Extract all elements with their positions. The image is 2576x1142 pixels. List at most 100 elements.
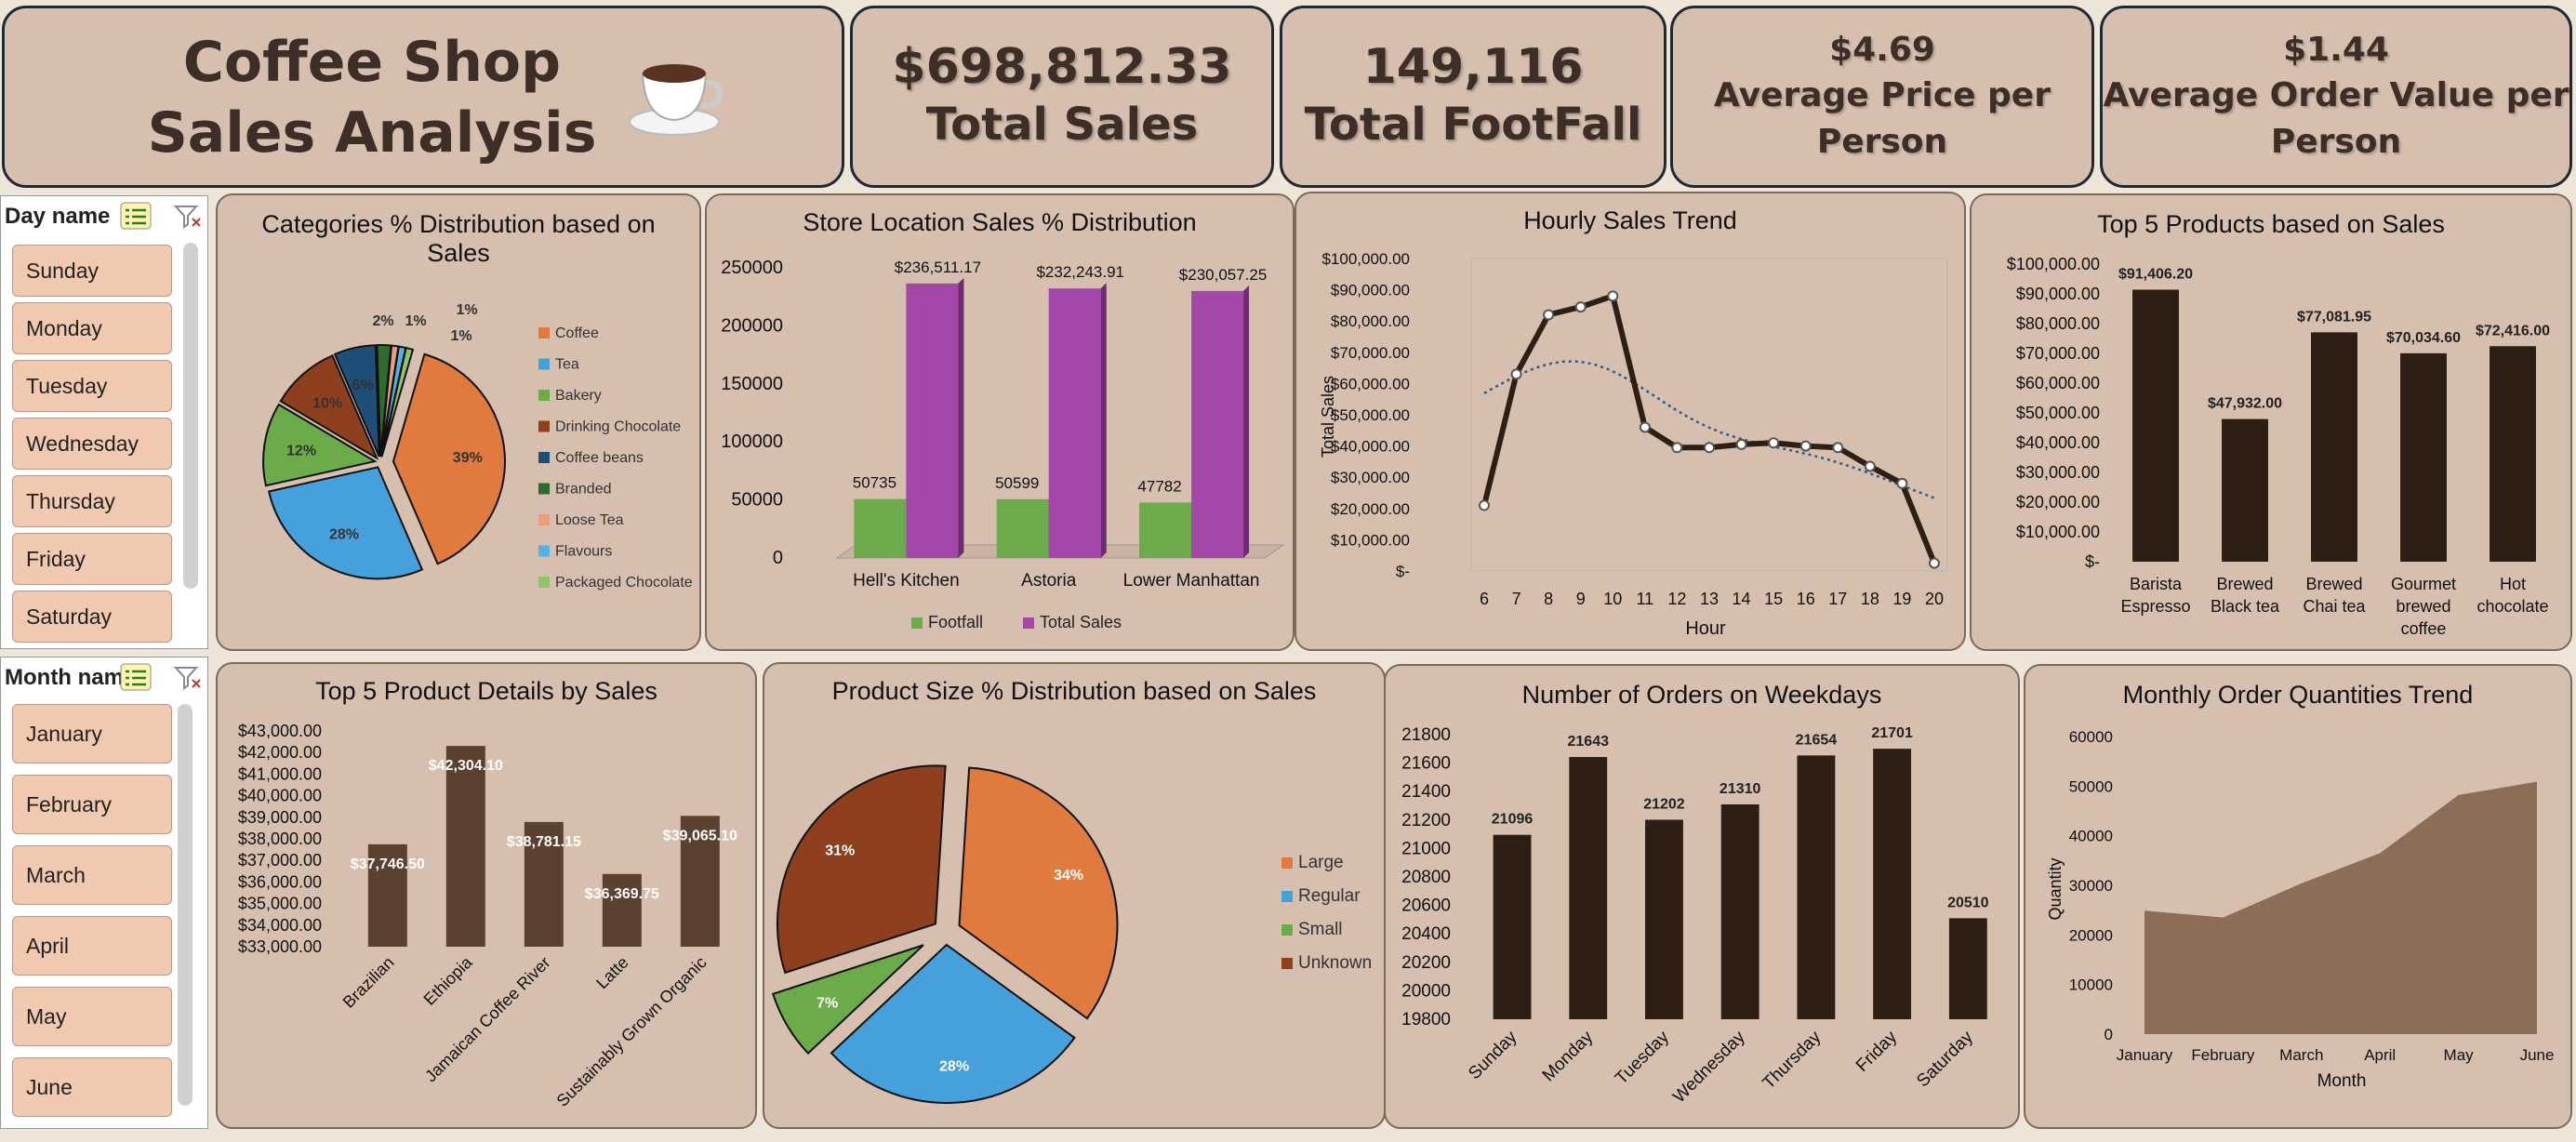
slicer-item-may[interactable]: May xyxy=(12,987,172,1046)
top5details-y-tick-6: $39,000.00 xyxy=(238,808,322,827)
store-bar-side-1-1 xyxy=(1100,283,1107,558)
categories-legend-label-3: Drinking Chocolate xyxy=(555,419,681,435)
top5products-y-tick-0: $- xyxy=(2085,552,2100,571)
slicer-item-march[interactable]: March xyxy=(12,845,172,905)
weekday-y-tick-4: 20600 xyxy=(1401,896,1451,916)
top5products-x-tick-0-1: Espresso xyxy=(2120,597,2190,616)
store-data-label-0-1: 50599 xyxy=(995,474,1039,492)
hourly-y-tick-0: $- xyxy=(1396,563,1410,580)
coffee-cup-icon xyxy=(629,64,723,136)
monthly-y-tick-2: 20000 xyxy=(2069,926,2113,944)
store-bar-0-0 xyxy=(854,498,907,558)
weekday-bar-chart: 19800 20000 20200 20400 20600 20800 21000 21200… xyxy=(1401,725,1989,1107)
slicer-item-monday[interactable]: Monday xyxy=(12,302,172,354)
weekday-data-label-2: 21202 xyxy=(1643,796,1685,812)
top5products-data-label-2: $77,081.95 xyxy=(2297,309,2371,325)
categories-legend-swatch-0 xyxy=(538,327,550,339)
hourly-y-tick-2: $20,000.00 xyxy=(1331,500,1410,518)
hourly-point-11 xyxy=(1832,442,1844,454)
top5details-bar-4 xyxy=(680,816,720,947)
store-x-tick-0: Hell's Kitchen xyxy=(853,571,960,591)
weekday-bar-1 xyxy=(1569,757,1608,1019)
slicer-item-june[interactable]: June xyxy=(12,1057,172,1117)
categories-legend-label-0: Coffee xyxy=(555,325,599,341)
hourly-point-4 xyxy=(1607,290,1619,302)
store-bar-1-0 xyxy=(906,283,959,558)
hourly-point-10 xyxy=(1799,440,1812,452)
top5products-bar-3 xyxy=(2400,352,2447,562)
multi-select-icon[interactable] xyxy=(120,663,152,691)
top5details-bar-2 xyxy=(524,821,564,947)
month-slicer[interactable]: Month name January February March April May J… xyxy=(0,657,208,1129)
top5products-y-tick-7: $70,000.00 xyxy=(2016,344,2100,363)
top5products-bar-chart: $- $10,000.00 $20,000.00 $30,000.00 $40,000.… xyxy=(2007,255,2550,638)
weekday-data-label-4: 21654 xyxy=(1796,732,1838,748)
hourly-point-12 xyxy=(1864,460,1876,472)
total-sales-label: Total Sales xyxy=(925,99,1199,151)
weekday-bar-5 xyxy=(1873,749,1912,1019)
hourly-x-tick-8: 14 xyxy=(1733,590,1751,608)
monthly-x-tick-1: February xyxy=(2191,1046,2255,1064)
hourly-y-tick-7: $70,000.00 xyxy=(1331,344,1410,362)
hourly-y-tick-4: $40,000.00 xyxy=(1331,438,1410,456)
top5details-y-tick-4: $37,000.00 xyxy=(238,851,322,870)
monthly-x-tick-2: March xyxy=(2279,1046,2323,1064)
slicer-item-sunday[interactable]: Sunday xyxy=(12,245,172,297)
slicer-item-friday[interactable]: Friday xyxy=(12,533,172,585)
monthly-y-axis-label: Quantity xyxy=(2046,857,2065,920)
total-footfall-card: 149,116 Total FootFall xyxy=(1280,6,1666,188)
slicer-item-february[interactable]: February xyxy=(12,775,172,834)
hourly-y-tick-6: $60,000.00 xyxy=(1331,375,1410,392)
size-slice-3 xyxy=(776,764,947,975)
total-sales-value: $698,812.33 xyxy=(892,39,1232,95)
slicer-item-april[interactable]: April xyxy=(12,916,172,976)
hourly-point-0 xyxy=(1479,499,1490,511)
size-data-label-2: 7% xyxy=(817,995,838,1011)
clear-filter-icon[interactable] xyxy=(172,202,204,230)
categories-chart-title-line2: Sales xyxy=(427,239,490,267)
monthly-y-tick-1: 10000 xyxy=(2069,976,2113,994)
categories-legend-swatch-3 xyxy=(538,420,550,432)
top5details-y-tick-5: $38,000.00 xyxy=(238,830,322,848)
multi-select-icon[interactable] xyxy=(120,202,152,230)
store-x-tick-2: Lower Manhattan xyxy=(1123,571,1260,591)
top5products-y-tick-10: $100,000.00 xyxy=(2007,255,2100,273)
monthly-y-tick-5: 50000 xyxy=(2069,777,2113,795)
hourly-x-tick-0: 6 xyxy=(1480,590,1489,608)
top5details-bar-0 xyxy=(367,843,407,947)
avg-order-label-line2: Person xyxy=(2270,123,2402,161)
total-sales-card: $698,812.33 Total Sales xyxy=(850,6,1274,188)
top5details-bar-1 xyxy=(445,746,485,947)
categories-legend-swatch-2 xyxy=(538,390,550,401)
categories-panel: Categories % Distribution based on Sales… xyxy=(216,193,701,651)
slicer-item-january[interactable]: January xyxy=(12,704,172,764)
top5products-y-tick-9: $90,000.00 xyxy=(2016,285,2100,303)
top5details-x-tick-0: Brazilian xyxy=(339,953,398,1012)
top5products-y-tick-1: $10,000.00 xyxy=(2016,523,2100,541)
month-slicer-scrollbar[interactable] xyxy=(178,704,193,1106)
hourly-point-5 xyxy=(1639,421,1651,433)
categories-slice-1 xyxy=(267,466,424,580)
slicer-item-saturday[interactable]: Saturday xyxy=(12,591,172,643)
slicer-item-thursday[interactable]: Thursday xyxy=(12,475,172,527)
store-chart-title: Store Location Sales % Distribution xyxy=(803,208,1197,236)
categories-legend-label-5: Branded xyxy=(555,482,612,498)
clear-filter-icon[interactable] xyxy=(172,663,204,691)
weekday-data-label-3: 21310 xyxy=(1720,781,1761,797)
slicer-item-wednesday[interactable]: Wednesday xyxy=(12,418,172,470)
day-slicer-scrollbar[interactable] xyxy=(183,243,198,589)
top5products-y-tick-5: $50,000.00 xyxy=(2016,404,2100,422)
categories-legend-swatch-4 xyxy=(538,452,550,463)
monthly-x-tick-0: January xyxy=(2117,1046,2173,1064)
top5details-y-tick-0: $33,000.00 xyxy=(238,937,322,956)
top5products-data-label-0: $91,406.20 xyxy=(2118,267,2193,283)
slicer-item-tuesday[interactable]: Tuesday xyxy=(12,360,172,412)
top5products-chart-title: Top 5 Products based on Sales xyxy=(2097,210,2445,238)
top5products-x-tick-4-0: Hot xyxy=(2500,575,2526,593)
store-y-tick-2: 100000 xyxy=(721,432,783,452)
weekday-y-tick-6: 21000 xyxy=(1401,839,1451,858)
categories-legend-swatch-5 xyxy=(538,483,550,495)
weekday-bar-2 xyxy=(1645,819,1683,1019)
hourly-point-1 xyxy=(1510,368,1522,380)
day-slicer[interactable]: Day name Sunday Monday Tuesday Wednesday Thu… xyxy=(0,195,208,649)
